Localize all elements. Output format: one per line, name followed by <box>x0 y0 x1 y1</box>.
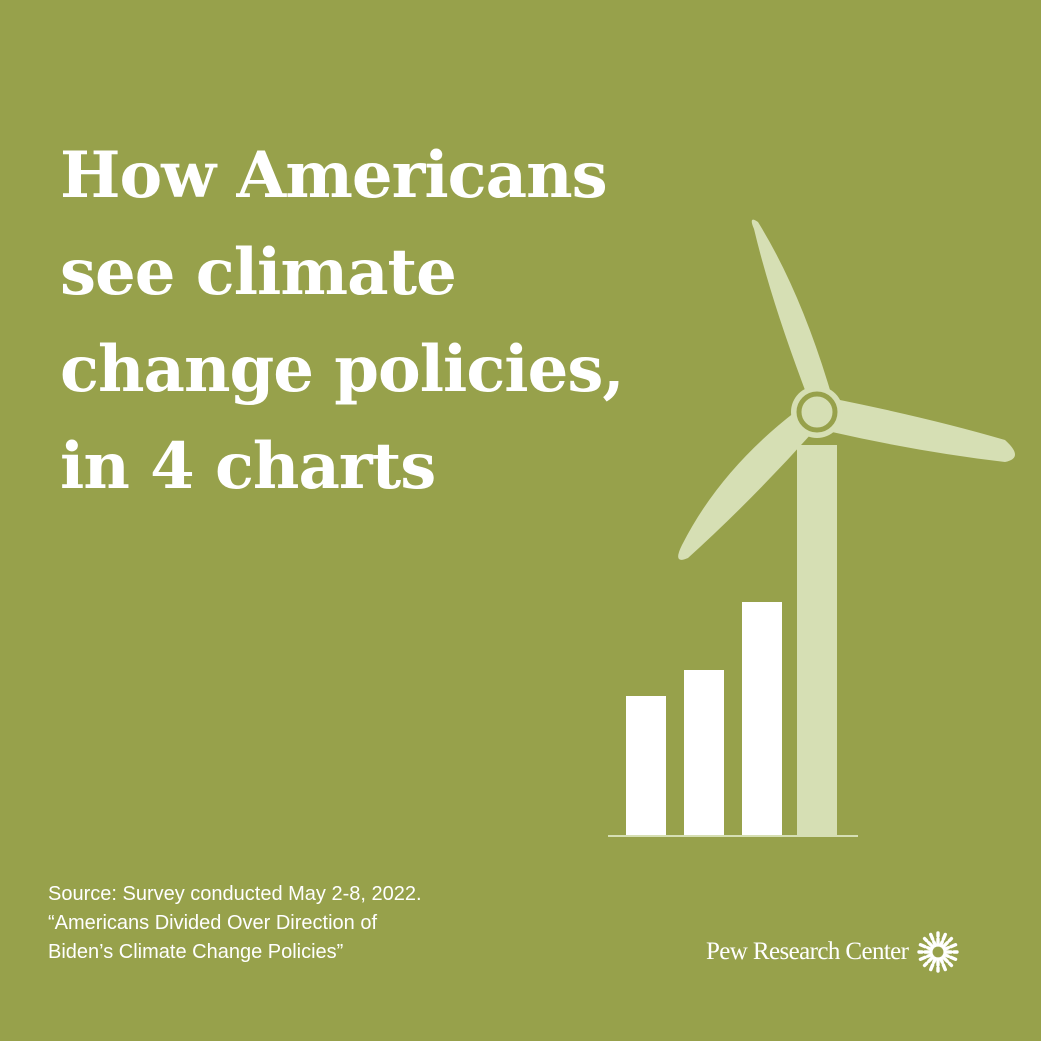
source-line-2: “Americans Divided Over Direction of <box>48 912 377 934</box>
logo-ray <box>941 936 954 949</box>
logo-ray <box>939 932 948 948</box>
headline-line-1: How Americans <box>60 138 608 213</box>
logo-ray <box>923 955 936 968</box>
bar-3 <box>742 602 782 836</box>
turbine-tower <box>797 445 837 836</box>
logo-ray <box>929 932 938 948</box>
source-note: Source: Survey conducted May 2-8, 2022. … <box>48 880 422 967</box>
turbine-blade-right <box>830 398 1015 462</box>
source-line-1: Source: Survey conducted May 2-8, 2022. <box>48 883 422 905</box>
turbine <box>678 219 1015 836</box>
turbine-hub-inner <box>796 391 838 433</box>
source-line-3: Biden’s Climate Change Policies” <box>48 941 344 963</box>
wind-turbine-with-bar-chart-icon <box>608 219 1015 837</box>
turbine-blade-lower <box>678 412 812 560</box>
logo-ray <box>943 952 958 961</box>
logo-ray <box>939 956 948 972</box>
brand: Pew Research Center <box>706 930 960 974</box>
bar-group <box>626 602 782 836</box>
brand-name: Pew Research Center <box>706 938 909 965</box>
logo-ray <box>923 936 936 949</box>
logo-ray <box>929 956 938 972</box>
logo-ray <box>919 943 934 952</box>
turbine-blade-upper <box>751 219 830 390</box>
logo-ray <box>919 952 934 961</box>
headline: How Americans see climate change policie… <box>60 127 760 515</box>
bar-1 <box>626 696 666 836</box>
headline-line-4: in 4 charts <box>60 429 436 504</box>
headline-line-3: change policies, <box>60 332 625 407</box>
logo-ray <box>941 955 954 968</box>
pew-sunburst-logo-icon <box>917 931 960 973</box>
headline-line-2: see climate <box>60 235 457 310</box>
bar-2 <box>684 670 724 836</box>
logo-ray <box>943 943 958 952</box>
